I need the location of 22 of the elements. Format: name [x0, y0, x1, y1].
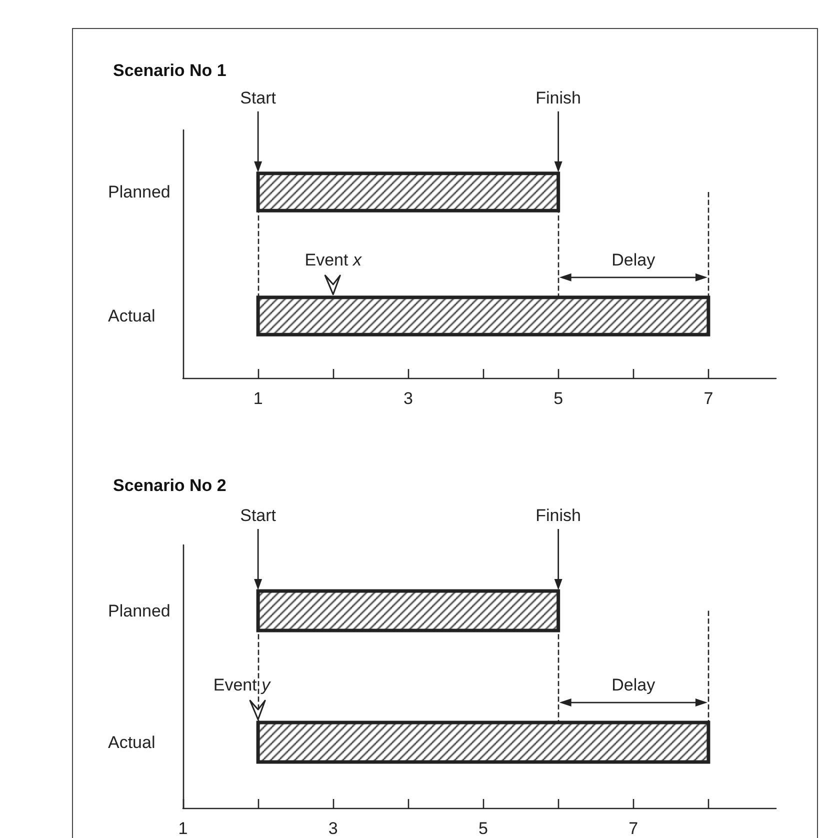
text: Start [240, 88, 276, 108]
annotation: Delay [612, 250, 656, 270]
x-tick-label: 1 [253, 389, 263, 408]
annotation: Event y [213, 676, 272, 695]
y-tick-label: Planned [108, 182, 170, 202]
x-tick-label: 5 [554, 389, 564, 408]
x-tick-label: 7 [628, 819, 638, 838]
text: Finish [536, 88, 581, 108]
x-tick-label: 5 [478, 819, 488, 838]
x-tick-label: 7 [704, 389, 714, 408]
y-tick-label: Actual [108, 732, 156, 752]
x-tick-label: 1 [178, 819, 188, 838]
x-tick-label: 3 [403, 389, 413, 408]
chart-title: Scenario No 2 [113, 476, 226, 495]
text: Finish [536, 506, 581, 526]
x-tick-label: 3 [328, 819, 338, 838]
y-tick-label: Actual [108, 306, 156, 326]
y-tick-label: Planned [108, 601, 170, 620]
annotation: Delay [612, 676, 656, 695]
chart-title: Scenario No 1 [113, 61, 226, 80]
text: Start [240, 506, 276, 526]
annotation: Event x [304, 250, 362, 270]
